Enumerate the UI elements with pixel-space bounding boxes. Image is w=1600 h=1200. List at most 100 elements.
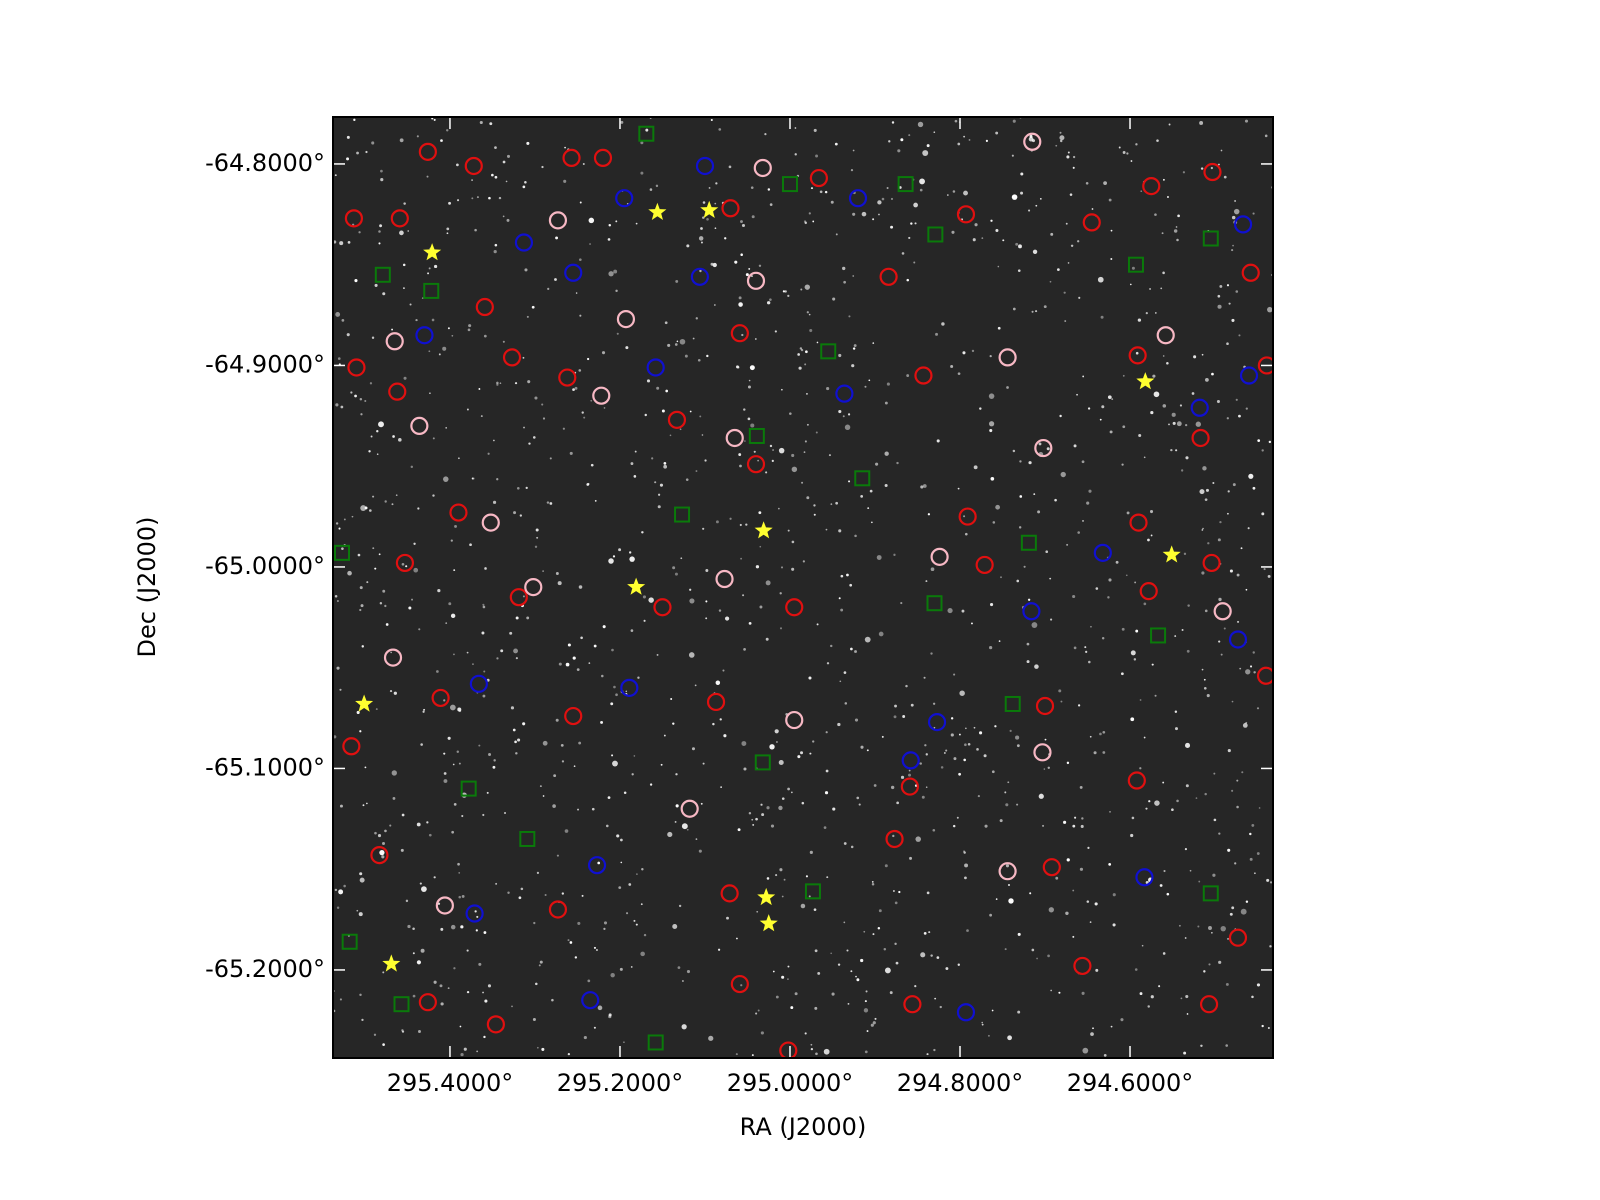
field-star [335,403,339,407]
field-star [838,353,842,358]
field-star [872,933,875,936]
field-star [1110,229,1113,232]
field-star [787,294,790,297]
source-circle [998,862,1017,881]
field-star [1249,665,1253,668]
field-star [409,303,412,306]
field-star [791,791,793,794]
field-star [901,252,905,255]
source-circle [646,358,665,377]
field-star [377,834,382,838]
field-star [672,722,675,725]
field-star [474,910,477,913]
field-star [1183,552,1187,556]
field-star [415,318,418,322]
field-star [892,834,895,838]
field-star [428,350,431,353]
source-square [374,266,391,283]
source-circle [1203,162,1222,182]
field-star [488,753,492,757]
field-star [769,444,773,448]
field-star [739,464,742,468]
field-star [360,505,367,512]
field-star [439,984,443,988]
field-star [1131,816,1135,820]
field-star [453,967,456,970]
field-star [1049,618,1053,621]
field-star [754,338,757,340]
field-star [496,381,499,385]
field-star [1174,710,1178,713]
field-star [894,942,897,946]
field-star [356,710,360,715]
field-star [1208,926,1212,930]
source-circle [785,710,804,730]
field-star [926,144,930,148]
field-star [915,836,921,842]
field-star [1161,232,1164,235]
field-star [1195,797,1198,799]
field-star [1261,1024,1264,1028]
field-star [1108,198,1112,202]
field-star [981,237,984,240]
field-star [871,883,875,886]
field-star [443,699,446,702]
source-circle [431,688,450,708]
field-star [872,218,875,221]
field-star [427,272,430,275]
field-star [738,453,742,456]
field-star [863,930,866,933]
field-star [1090,1032,1094,1036]
source-circle [956,205,976,224]
source-square [748,427,765,444]
field-star [1122,151,1126,154]
field-star [1110,1025,1113,1028]
field-star [908,236,911,240]
source-circle [564,706,583,726]
field-star [720,786,722,788]
field-star [852,212,856,216]
field-star [644,413,647,417]
field-star [714,227,717,230]
field-star [775,995,779,999]
field-star [989,645,993,650]
field-star [364,766,367,769]
field-star [519,514,523,517]
field-star [428,267,431,270]
field-star [997,265,1000,268]
field-star [995,504,1001,510]
field-star [536,871,540,875]
field-star [936,439,940,443]
source-circle [879,267,898,286]
field-star [963,135,966,138]
field-star [1038,442,1042,446]
source-circle [903,995,922,1014]
field-star [719,718,722,721]
source-star [1162,545,1181,563]
field-star [963,190,968,196]
field-star [1227,490,1230,493]
field-star [458,872,461,874]
field-star [564,146,566,149]
field-star [849,583,853,587]
field-star [1115,560,1119,564]
field-star [766,301,771,305]
field-star [890,197,894,201]
field-star [1204,498,1208,501]
source-circle [667,410,687,429]
source-circle [809,168,828,188]
field-star [527,380,531,384]
field-star [1149,509,1154,514]
field-star [1173,229,1178,233]
field-star [611,754,614,757]
field-star [563,179,567,183]
field-star [619,967,623,971]
field-star [420,948,425,953]
field-star [1031,622,1038,628]
field-star [837,963,841,966]
field-star [848,315,851,318]
source-square [820,343,837,360]
field-star [1072,166,1075,169]
field-star [389,824,392,827]
field-star [379,224,383,228]
